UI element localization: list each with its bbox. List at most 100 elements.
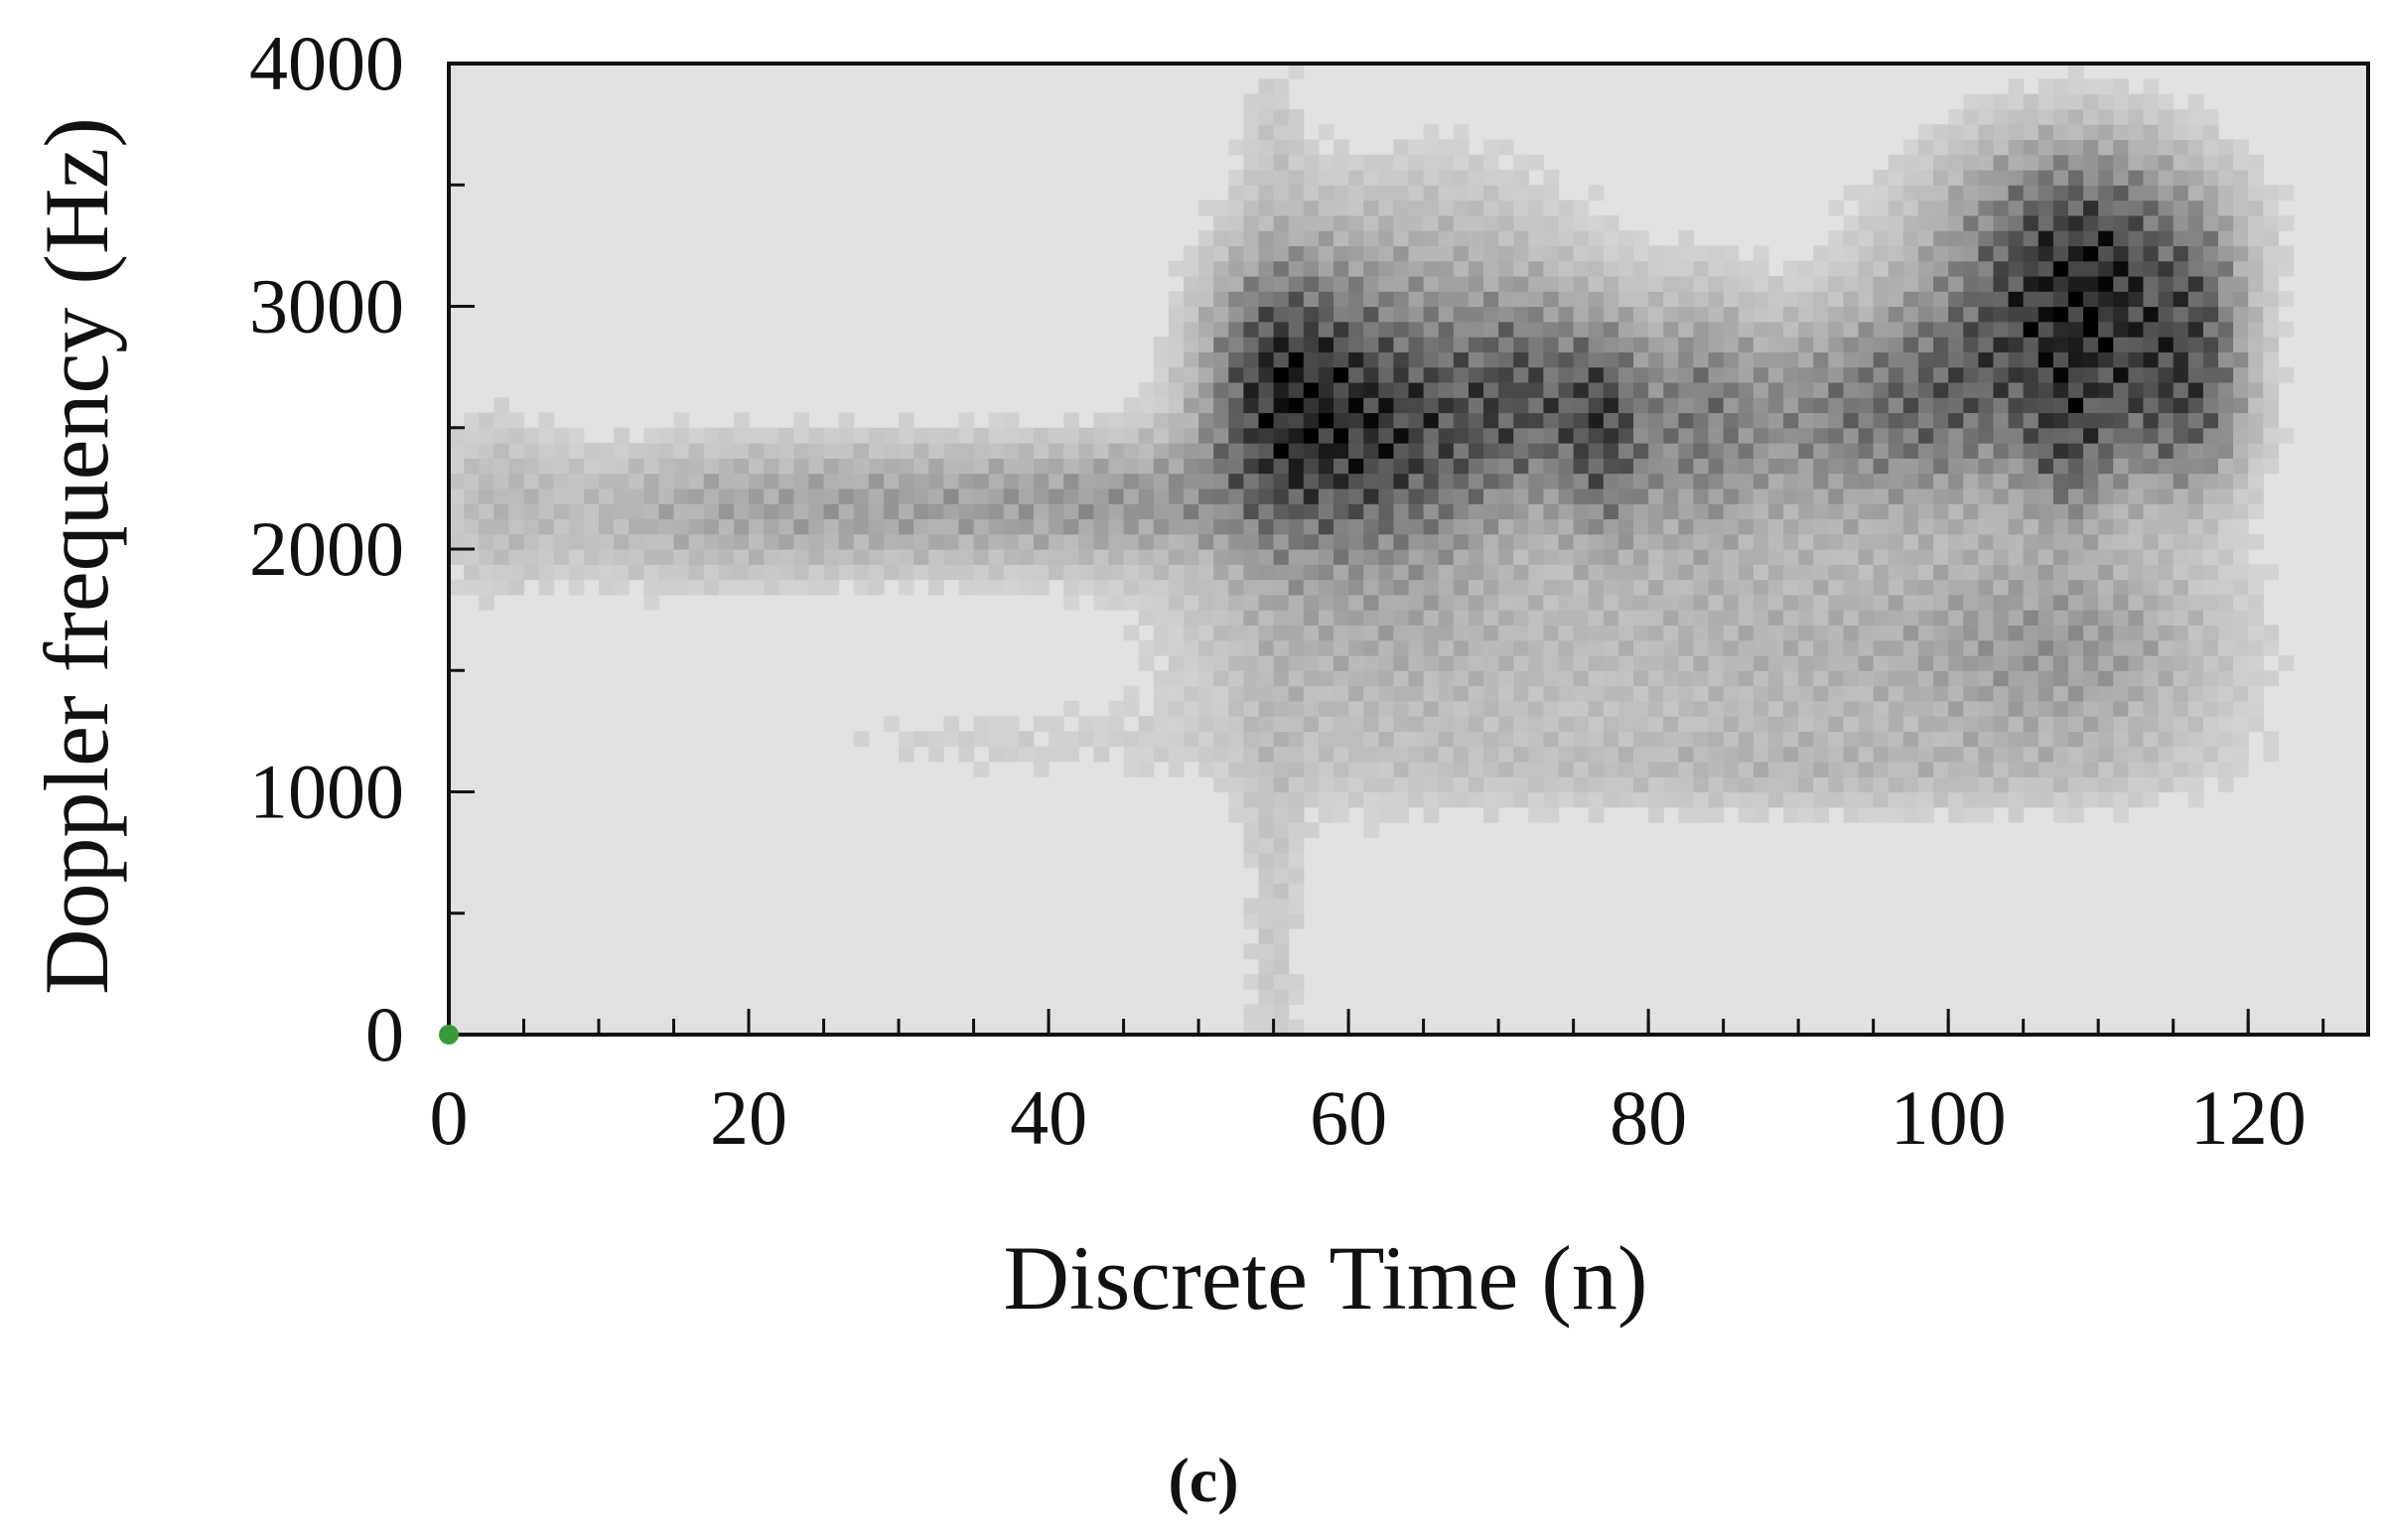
heatmap-cell (1453, 124, 1470, 141)
heatmap-cell (2248, 412, 2264, 429)
heatmap-cell (1753, 806, 1769, 823)
heatmap-cell (2173, 108, 2189, 125)
heatmap-cell (1558, 731, 1575, 748)
heatmap-cell (1438, 700, 1455, 717)
heatmap-cell (1303, 427, 1320, 444)
heatmap-cell (1333, 337, 1349, 352)
heatmap-cell (479, 443, 494, 459)
heatmap-cell (2098, 291, 2114, 308)
heatmap-cell (1573, 610, 1590, 627)
heatmap-cell (1303, 169, 1320, 186)
heatmap-cell (1783, 488, 1799, 504)
heatmap-cell (1767, 488, 1784, 504)
heatmap-cell (2143, 260, 2160, 277)
heatmap-cell (1633, 473, 1649, 490)
heatmap-cell (583, 458, 600, 475)
heatmap-cell (1963, 716, 1979, 732)
heatmap-cell (508, 427, 525, 444)
heatmap-cell (1798, 337, 1814, 352)
heatmap-cell (1363, 761, 1379, 777)
heatmap-cell (1333, 321, 1349, 338)
heatmap-cell (1318, 337, 1334, 352)
heatmap-cell (1767, 579, 1784, 596)
heatmap-cell (2158, 746, 2175, 763)
heatmap-cell (1993, 731, 2010, 748)
heatmap-cell (1363, 716, 1379, 732)
heatmap-cell (2158, 381, 2175, 398)
heatmap-cell (1798, 351, 1814, 368)
heatmap-cell (1978, 108, 1995, 125)
heatmap-cell (1153, 746, 1170, 763)
heatmap-cell (2113, 670, 2129, 687)
heatmap-cell (1663, 518, 1679, 535)
heatmap-cell (2143, 214, 2160, 231)
heatmap-cell (1843, 275, 1860, 292)
heatmap-cell (1453, 154, 1470, 171)
heatmap-cell (928, 533, 944, 550)
heatmap-cell (1948, 654, 1964, 671)
heatmap-cell (1888, 761, 1904, 777)
heatmap-cell (1513, 639, 1529, 656)
heatmap-cell (1288, 351, 1305, 368)
heatmap-cell (928, 488, 944, 504)
heatmap-cell (1333, 549, 1349, 565)
heatmap-cell (913, 503, 929, 520)
heatmap-cell (1753, 791, 1769, 808)
heatmap-cell (1123, 685, 1140, 702)
heatmap-cell (1318, 503, 1334, 520)
heatmap-cell (2143, 427, 2160, 444)
heatmap-cell (2173, 716, 2189, 732)
heatmap-cell (2158, 488, 2175, 504)
heatmap-cell (1843, 670, 1860, 687)
heatmap-cell (1843, 321, 1860, 338)
heatmap-cell (2143, 337, 2160, 352)
heatmap-cell (1543, 321, 1560, 338)
heatmap-cell (1543, 503, 1560, 520)
heatmap-cell (673, 533, 690, 550)
heatmap-cell (838, 518, 855, 535)
heatmap-cell (1933, 351, 1949, 368)
heatmap-cell (1468, 549, 1484, 565)
heatmap-cell (1993, 685, 2010, 702)
heatmap-cell (2278, 214, 2295, 231)
heatmap-cell (1498, 533, 1514, 550)
heatmap-cell (1393, 791, 1410, 808)
heatmap-cell (1633, 610, 1649, 627)
heatmap-cell (2023, 639, 2039, 656)
heatmap-cell (1513, 169, 1529, 186)
heatmap-cell (1693, 260, 1710, 277)
heatmap-cell (1138, 488, 1155, 504)
heatmap-cell (1783, 275, 1799, 292)
heatmap-cell (1303, 230, 1320, 246)
heatmap-cell (1049, 458, 1064, 475)
heatmap-cell (2187, 93, 2204, 110)
heatmap-cell (1123, 579, 1140, 596)
heatmap-cell (1258, 291, 1275, 308)
heatmap-cell (1617, 397, 1634, 414)
heatmap-cell (1288, 488, 1305, 504)
heatmap-cell (2263, 200, 2279, 216)
heatmap-cell (1558, 776, 1575, 793)
heatmap-cell (1783, 594, 1799, 611)
heatmap-cell (1183, 746, 1199, 763)
heatmap-cell (1049, 427, 1064, 444)
heatmap-cell (1888, 670, 1904, 687)
heatmap-cell (1588, 533, 1605, 550)
heatmap-cell (1828, 518, 1845, 535)
x-axis: 0 20 40 60 80 100 120 (430, 1009, 2325, 1161)
heatmap-cell (2263, 443, 2279, 459)
heatmap-cell (1693, 594, 1710, 611)
heatmap-cell (1858, 488, 1875, 504)
heatmap-cell (1318, 518, 1334, 535)
x-tick-label: 20 (710, 1074, 787, 1161)
heatmap-cell (1617, 791, 1634, 808)
heatmap-cell (1258, 594, 1275, 611)
heatmap-cell (1303, 791, 1320, 808)
heatmap-cell (1378, 625, 1394, 641)
heatmap-cell (1767, 366, 1784, 383)
heatmap-cell (1963, 230, 1979, 246)
heatmap-cell (1258, 806, 1275, 823)
heatmap-cell (1063, 731, 1079, 748)
heatmap-cell (1258, 488, 1275, 504)
heatmap-cell (868, 564, 885, 581)
